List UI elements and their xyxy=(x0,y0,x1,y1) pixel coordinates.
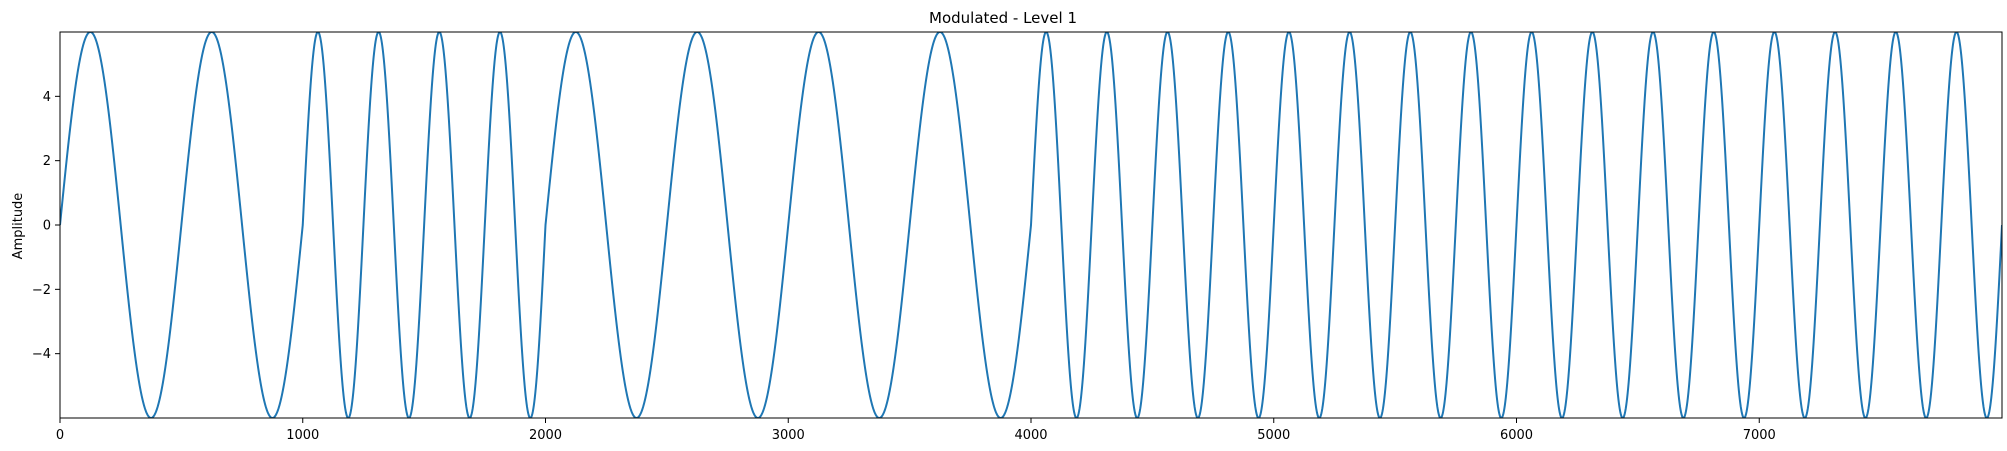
y-tick-label: 2 xyxy=(43,154,51,169)
y-tick-label: 4 xyxy=(43,90,51,105)
plot-area: 0 1000 2000 3000 4000 5000 6000 7000 −4 −2 0 2 4 xyxy=(32,31,2003,443)
x-tick-label: 1000 xyxy=(286,428,319,443)
y-axis-label: Amplitude xyxy=(11,193,26,260)
x-tick-label: 7000 xyxy=(1743,428,1776,443)
y-tick-label: −4 xyxy=(32,347,51,362)
y-tick-label: 0 xyxy=(43,219,51,234)
x-tick-label: 5000 xyxy=(1257,428,1290,443)
chart-title: Modulated - Level 1 xyxy=(929,9,1077,27)
x-tick-label: 3000 xyxy=(772,428,805,443)
x-tick-label: 0 xyxy=(56,428,64,443)
series-line-0 xyxy=(60,32,2002,418)
x-tick-label: 4000 xyxy=(1014,428,1047,443)
x-tick-label: 2000 xyxy=(529,428,562,443)
x-tick-label: 6000 xyxy=(1500,428,1533,443)
y-tick-label: −2 xyxy=(32,283,51,298)
